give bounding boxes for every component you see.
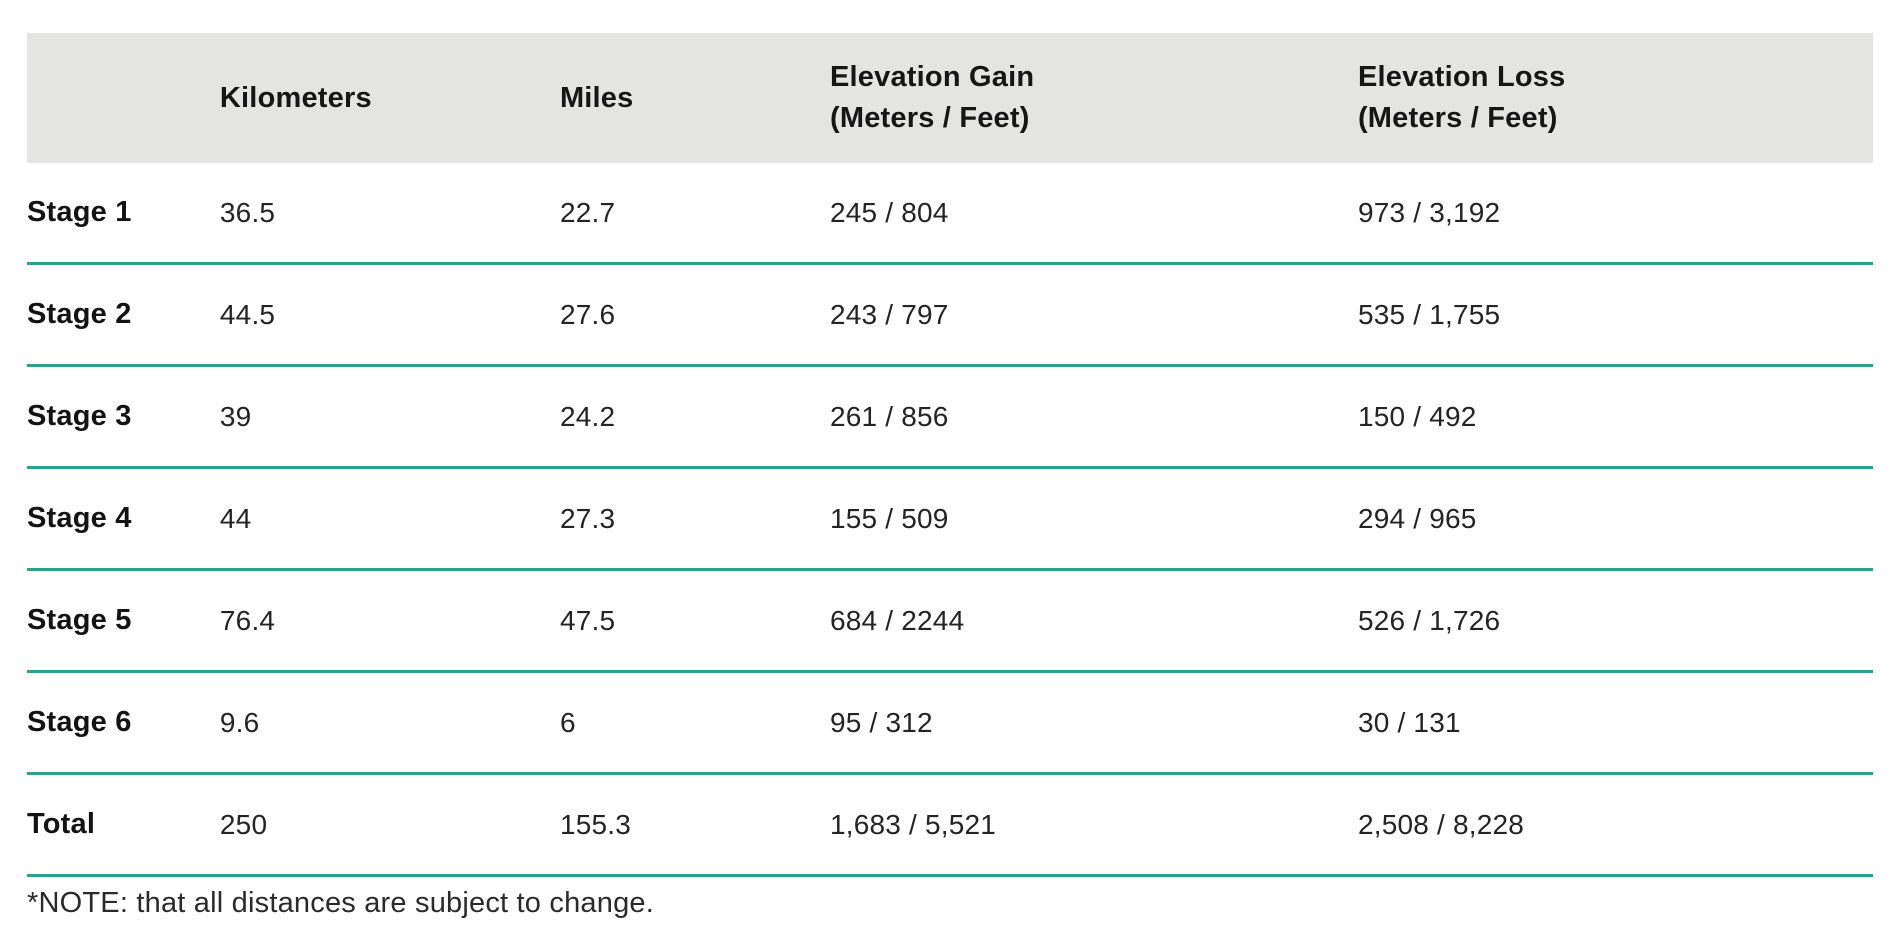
stage-label: Stage 5 xyxy=(27,569,220,673)
col-header-label: Kilometers xyxy=(219,81,372,114)
stage-distance-table-section: Kilometers Miles Elevation Gain (Meters … xyxy=(27,33,1873,920)
distances-note: *NOTE: that all distances are subject to… xyxy=(27,887,654,919)
stage-label: Stage 3 xyxy=(27,365,220,469)
miles-value: 24.2 xyxy=(559,365,830,469)
col-header-label: Miles xyxy=(559,81,634,114)
col-header-kilometers: Kilometers xyxy=(219,33,560,163)
stage-distance-table: Kilometers Miles Elevation Gain (Meters … xyxy=(27,33,1873,877)
stage-label: Total xyxy=(27,773,220,877)
stage-label: Stage 1 xyxy=(27,163,220,265)
gain-value: 684 / 2244 xyxy=(830,569,1358,673)
miles-value: 22.7 xyxy=(559,163,830,265)
corner-header-cell xyxy=(27,33,220,163)
col-header-elevation-loss: Elevation Loss (Meters / Feet) xyxy=(1357,33,1873,163)
loss-value: 526 / 1,726 xyxy=(1357,569,1873,673)
col-header-sublabel: (Meters / Feet) xyxy=(830,102,1030,134)
loss-value: 2,508 / 8,228 xyxy=(1357,773,1873,877)
table-header: Kilometers Miles Elevation Gain (Meters … xyxy=(27,33,1873,163)
km-value: 39 xyxy=(219,365,560,469)
table-body: Stage 1 36.5 22.7 245 / 804 973 / 3,192 … xyxy=(27,163,1873,877)
km-value: 36.5 xyxy=(219,163,560,265)
table-row-stage-5: Stage 5 76.4 47.5 684 / 2244 526 / 1,726 xyxy=(27,569,1873,673)
col-header-miles: Miles xyxy=(559,33,830,163)
stage-label: Stage 2 xyxy=(27,263,220,367)
km-value: 9.6 xyxy=(219,671,560,775)
table-row-stage-6: Stage 6 9.6 6 95 / 312 30 / 131 xyxy=(27,671,1873,775)
stage-label: Stage 4 xyxy=(27,467,220,571)
stage-label: Stage 6 xyxy=(27,671,220,775)
col-header-sublabel: (Meters / Feet) xyxy=(1357,102,1558,134)
loss-value: 30 / 131 xyxy=(1357,671,1873,775)
col-header-elevation-gain: Elevation Gain (Meters / Feet) xyxy=(830,33,1358,163)
table-row-total: Total 250 155.3 1,683 / 5,521 2,508 / 8,… xyxy=(27,773,1873,877)
gain-value: 243 / 797 xyxy=(830,263,1358,367)
table-row-stage-3: Stage 3 39 24.2 261 / 856 150 / 492 xyxy=(27,365,1873,469)
loss-value: 294 / 965 xyxy=(1357,467,1873,571)
loss-value: 535 / 1,755 xyxy=(1357,263,1873,367)
miles-value: 27.3 xyxy=(559,467,830,571)
km-value: 44.5 xyxy=(219,263,560,367)
table-row-stage-2: Stage 2 44.5 27.6 243 / 797 535 / 1,755 xyxy=(27,263,1873,367)
miles-value: 47.5 xyxy=(559,569,830,673)
gain-value: 95 / 312 xyxy=(830,671,1358,775)
loss-value: 973 / 3,192 xyxy=(1357,163,1873,265)
miles-value: 27.6 xyxy=(559,263,830,367)
header-row: Kilometers Miles Elevation Gain (Meters … xyxy=(27,33,1873,163)
loss-value: 150 / 492 xyxy=(1357,365,1873,469)
km-value: 44 xyxy=(219,467,560,571)
table-row-stage-1: Stage 1 36.5 22.7 245 / 804 973 / 3,192 xyxy=(27,163,1873,265)
gain-value: 245 / 804 xyxy=(830,163,1358,265)
km-value: 250 xyxy=(219,773,560,877)
table-row-stage-4: Stage 4 44 27.3 155 / 509 294 / 965 xyxy=(27,467,1873,571)
gain-value: 261 / 856 xyxy=(830,365,1358,469)
gain-value: 1,683 / 5,521 xyxy=(830,773,1358,877)
col-header-label: Elevation Loss xyxy=(1357,61,1566,93)
miles-value: 155.3 xyxy=(559,773,830,877)
miles-value: 6 xyxy=(559,671,830,775)
col-header-label: Elevation Gain xyxy=(830,61,1035,93)
km-value: 76.4 xyxy=(219,569,560,673)
gain-value: 155 / 509 xyxy=(830,467,1358,571)
